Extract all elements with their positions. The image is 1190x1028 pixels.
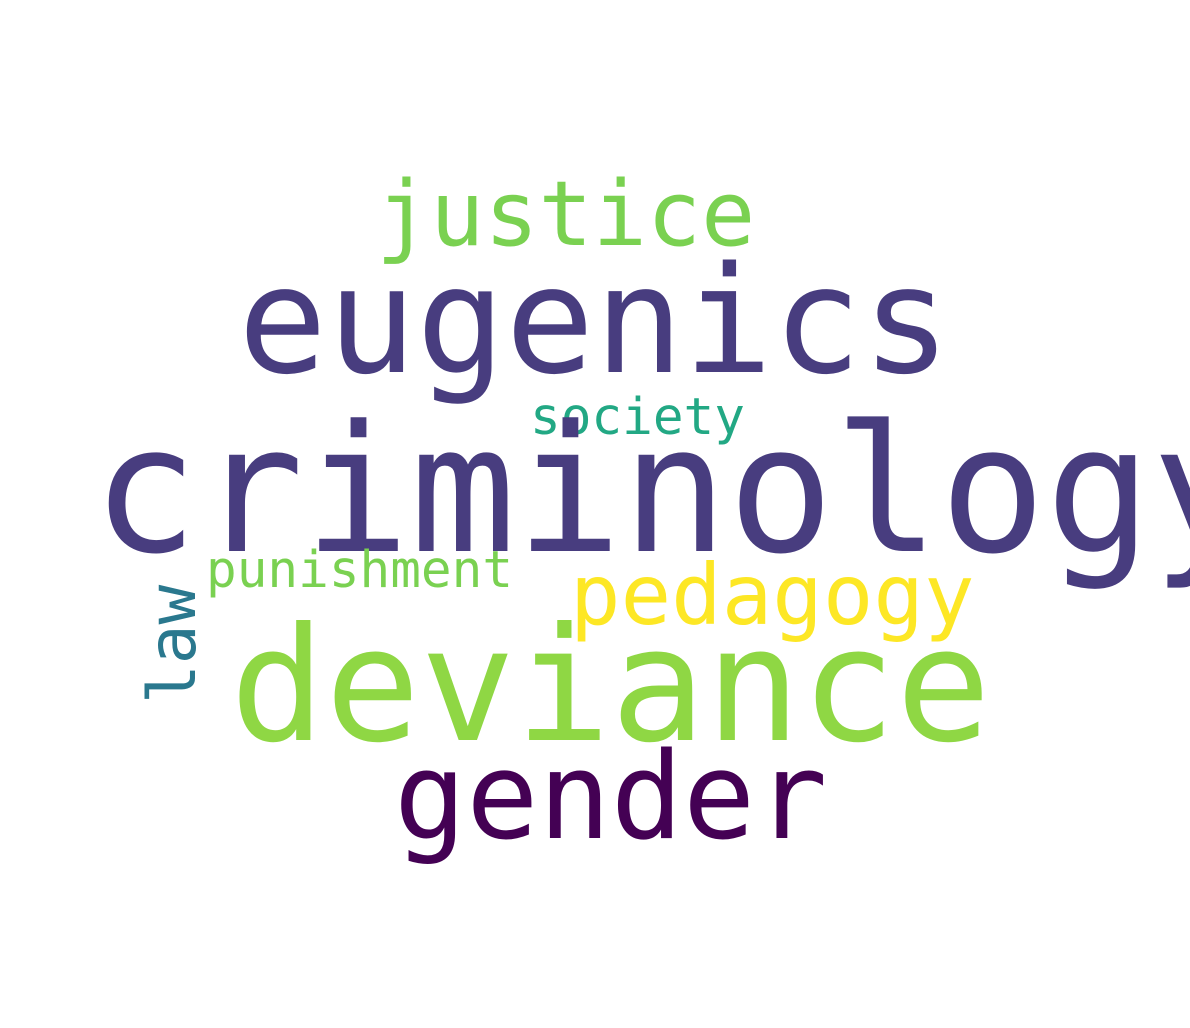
word-gender: gender bbox=[394, 728, 828, 867]
word-eugenics: eugenics bbox=[238, 235, 951, 407]
word-pedagogy: pedagogy bbox=[570, 546, 975, 644]
word-criminology: criminology bbox=[92, 388, 1190, 593]
word-law-container: law bbox=[134, 548, 211, 708]
word-justice: justice bbox=[376, 162, 756, 267]
word-punishment: punishment bbox=[206, 541, 514, 600]
word-law: law bbox=[134, 584, 211, 704]
word-deviance: deviance bbox=[230, 594, 991, 778]
word-society: society bbox=[530, 388, 745, 447]
